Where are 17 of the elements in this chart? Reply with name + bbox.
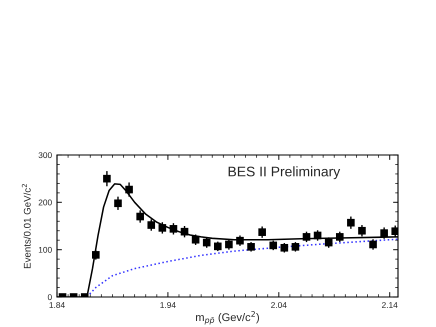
y-tick-label: 0 [48, 294, 52, 300]
x-tick-label: 1.94 [160, 302, 176, 308]
y-tick-label: 100 [38, 246, 52, 253]
point [358, 226, 366, 235]
point [180, 228, 188, 236]
point [236, 236, 244, 244]
y-tick-label: 300 [38, 152, 52, 158]
y-tick-label: 200 [38, 200, 52, 206]
point [369, 240, 377, 248]
annotation: BES II Preliminary [228, 166, 340, 180]
x-tick-label: 2.04 [271, 302, 287, 308]
point [114, 199, 122, 208]
y-axis-title: Events/0.01 GeV/c$^{2}$ [22, 184, 31, 268]
x-axis-title: m$_{pp̄}$ (Gev/c$^{2}$) [196, 311, 259, 324]
point [302, 233, 310, 241]
x-tick-label: 2.14 [382, 302, 398, 308]
x-tick-label: 1.84 [50, 302, 65, 308]
